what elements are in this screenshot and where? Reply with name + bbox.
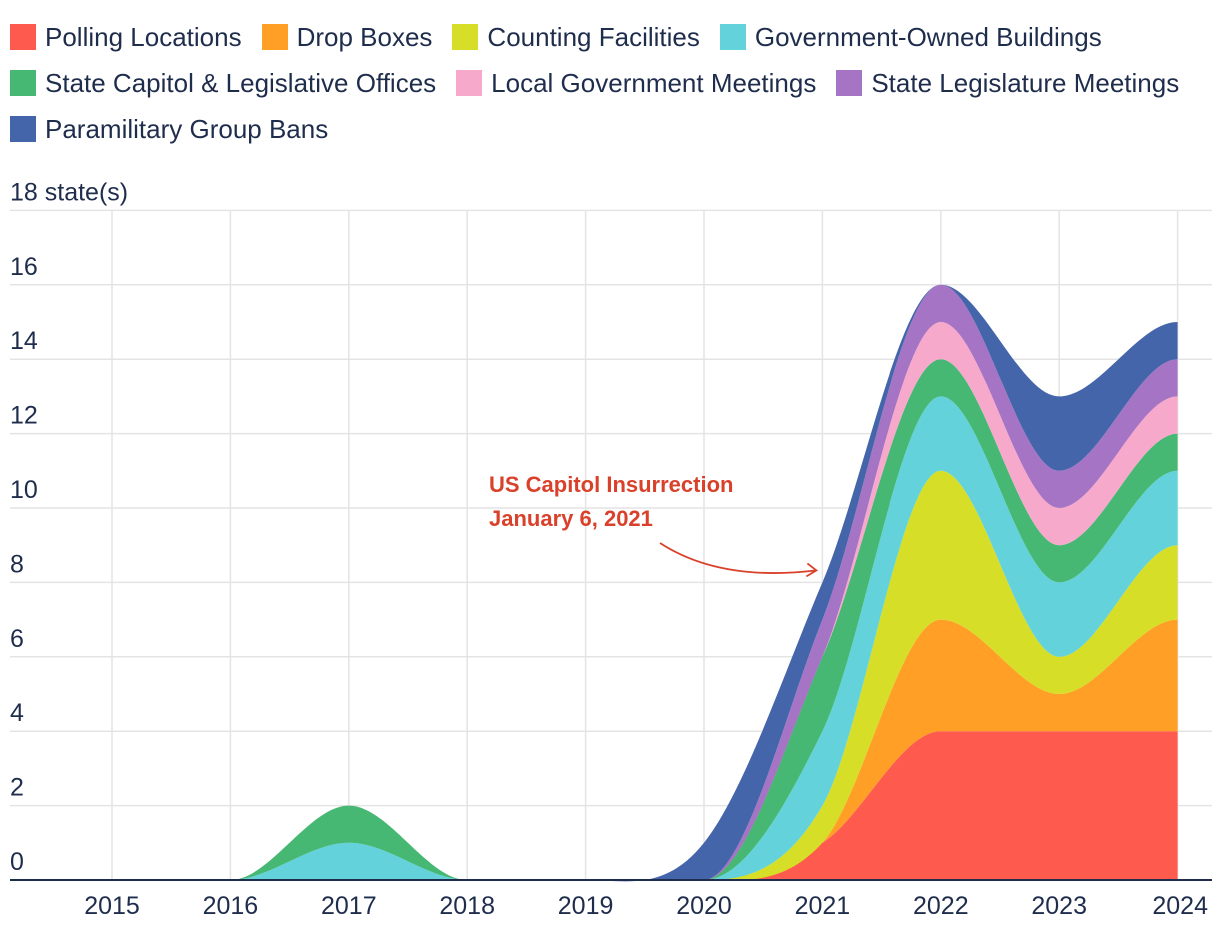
- legend-label: Local Government Meetings: [491, 67, 817, 98]
- legend-row: State Capitol & Legislative Offices Local…: [10, 60, 1215, 106]
- annotation-text: January 6, 2021: [489, 506, 653, 531]
- chart-legend: Polling Locations Drop Boxes Counting Faci…: [10, 14, 1215, 152]
- legend-label: Drop Boxes: [296, 21, 433, 52]
- y-tick-label: 8: [10, 550, 24, 578]
- legend-item-counting-facilities: Counting Facilities: [452, 21, 700, 53]
- y-tick-label: 2: [10, 774, 24, 802]
- y-tick-label: 10: [10, 476, 38, 504]
- legend-label: Counting Facilities: [487, 21, 700, 52]
- y-tick-labels: 0 2 4 6 8 10 12 14 16 18 state(s): [10, 178, 128, 876]
- y-tick-label: 0: [10, 848, 24, 876]
- x-tick-label: 2024: [1152, 892, 1208, 920]
- annotation-text: US Capitol Insurrection: [489, 472, 733, 497]
- y-tick-label: 4: [10, 699, 24, 727]
- x-tick-label: 2020: [676, 892, 732, 920]
- legend-item-state-legislature-meetings: State Legislature Meetings: [836, 68, 1179, 99]
- x-tick-label: 2016: [203, 892, 259, 920]
- legend-swatch: [10, 116, 36, 142]
- annotation-group: US Capitol Insurrection January 6, 2021: [489, 472, 818, 578]
- x-tick-label: 2022: [913, 892, 969, 920]
- x-tick-label: 2017: [321, 892, 377, 920]
- y-tick-label: 12: [10, 402, 38, 430]
- legend-swatch: [836, 70, 863, 96]
- legend-swatch: [10, 70, 36, 96]
- legend-item-polling-locations: Polling Locations: [10, 22, 242, 53]
- y-tick-label: 16: [10, 253, 38, 281]
- legend-item-local-government-meetings: Local Government Meetings: [456, 68, 816, 99]
- legend-swatch: [719, 24, 746, 50]
- legend-swatch: [452, 24, 479, 50]
- legend-label: Government-Owned Buildings: [754, 21, 1102, 52]
- x-tick-labels: 2015 2016 2017 2018 2019 2020 2021 2022 2023 2024: [84, 892, 1208, 920]
- legend-swatch: [10, 24, 36, 50]
- y-tick-label: 18 state(s): [10, 178, 128, 206]
- x-tick-label: 2015: [84, 892, 140, 920]
- legend-swatch: [261, 24, 288, 50]
- x-tick-label: 2018: [439, 892, 495, 920]
- x-tick-label: 2021: [795, 892, 851, 920]
- legend-row: Polling Locations Drop Boxes Counting Faci…: [10, 14, 1215, 60]
- x-tick-label: 2019: [558, 892, 614, 920]
- x-tick-label: 2023: [1031, 892, 1087, 920]
- legend-label: State Capitol & Legislative Offices: [45, 67, 437, 98]
- legend-item-paramilitary-group-bans: Paramilitary Group Bans: [10, 114, 328, 145]
- legend-label: State Legislature Meetings: [871, 67, 1180, 98]
- legend-label: Polling Locations: [45, 21, 242, 52]
- area-polling-locations: [112, 731, 1178, 880]
- legend-label: Paramilitary Group Bans: [45, 113, 329, 144]
- area-drop-boxes: [112, 619, 1178, 881]
- area-series-group: [112, 284, 1178, 882]
- legend-row: Paramilitary Group Bans: [10, 106, 1215, 152]
- annotation-arrow: [659, 542, 817, 574]
- y-tick-label: 6: [10, 625, 24, 653]
- annotation-arrowhead: [805, 562, 818, 578]
- legend-swatch: [456, 70, 483, 96]
- legend-item-state-capitol-and-legislative-offices: State Capitol & Legislative Offices: [10, 68, 436, 99]
- y-tick-label: 14: [10, 327, 38, 355]
- area-counting-facilities: [112, 470, 1178, 881]
- legend-item-drop-boxes: Drop Boxes: [261, 21, 433, 53]
- legend-item-government-owned-buildings: Government-Owned Buildings: [719, 21, 1102, 53]
